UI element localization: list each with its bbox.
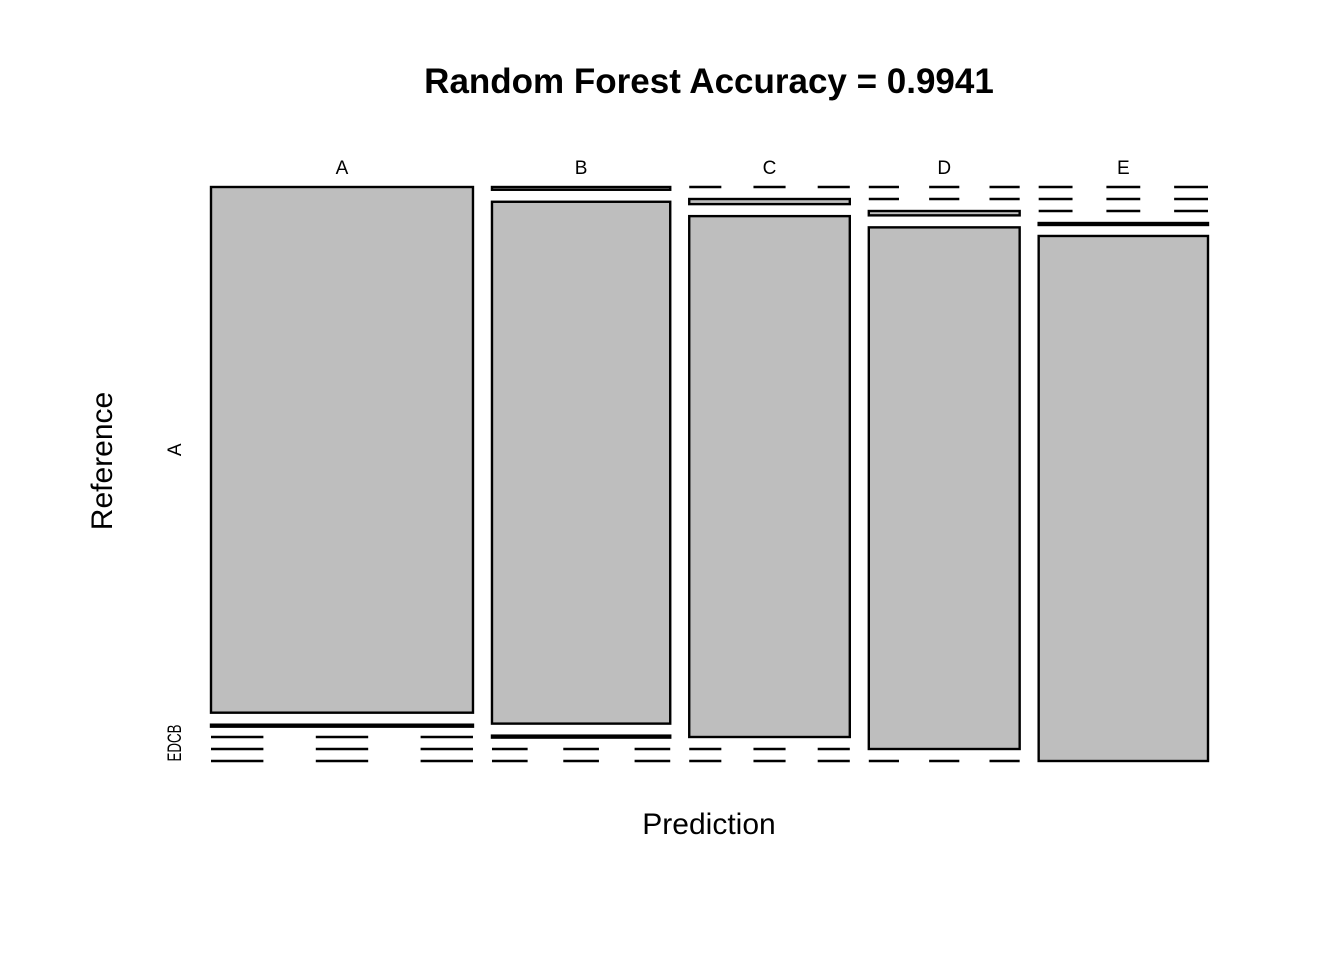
cell-pred-C-ref-C (688, 214, 852, 739)
chart-title: Random Forest Accuracy = 0.9941 (424, 62, 994, 101)
y-tick-labels-compressed: EDCB (165, 724, 186, 761)
cell-pred-B-ref-C (490, 734, 672, 739)
cell-pred-B-ref-A (490, 185, 672, 191)
x-tick-label: A (336, 158, 349, 179)
x-tick-label: B (575, 158, 588, 179)
cell-pred-A-ref-B (209, 723, 475, 728)
y-axis-label: Reference (86, 392, 119, 530)
cell-pred-B-ref-B (490, 200, 672, 725)
x-tick-label: C (763, 158, 777, 179)
cell-pred-A-ref-A (209, 185, 475, 714)
x-axis-label: Prediction (642, 808, 775, 841)
y-tick-labels: A EDCB (165, 443, 186, 761)
x-tick-label: D (937, 158, 951, 179)
cell-pred-E-ref-D (1037, 221, 1210, 227)
y-tick-label: A (165, 443, 186, 456)
mosaic-cells (209, 185, 1210, 763)
x-tick-label: E (1117, 158, 1130, 179)
cell-pred-E-ref-E (1037, 234, 1210, 763)
cell-pred-D-ref-D (867, 226, 1021, 751)
cell-pred-D-ref-C (867, 209, 1021, 217)
cell-pred-C-ref-B (688, 197, 852, 206)
x-tick-labels: A B C D E (336, 158, 1130, 179)
